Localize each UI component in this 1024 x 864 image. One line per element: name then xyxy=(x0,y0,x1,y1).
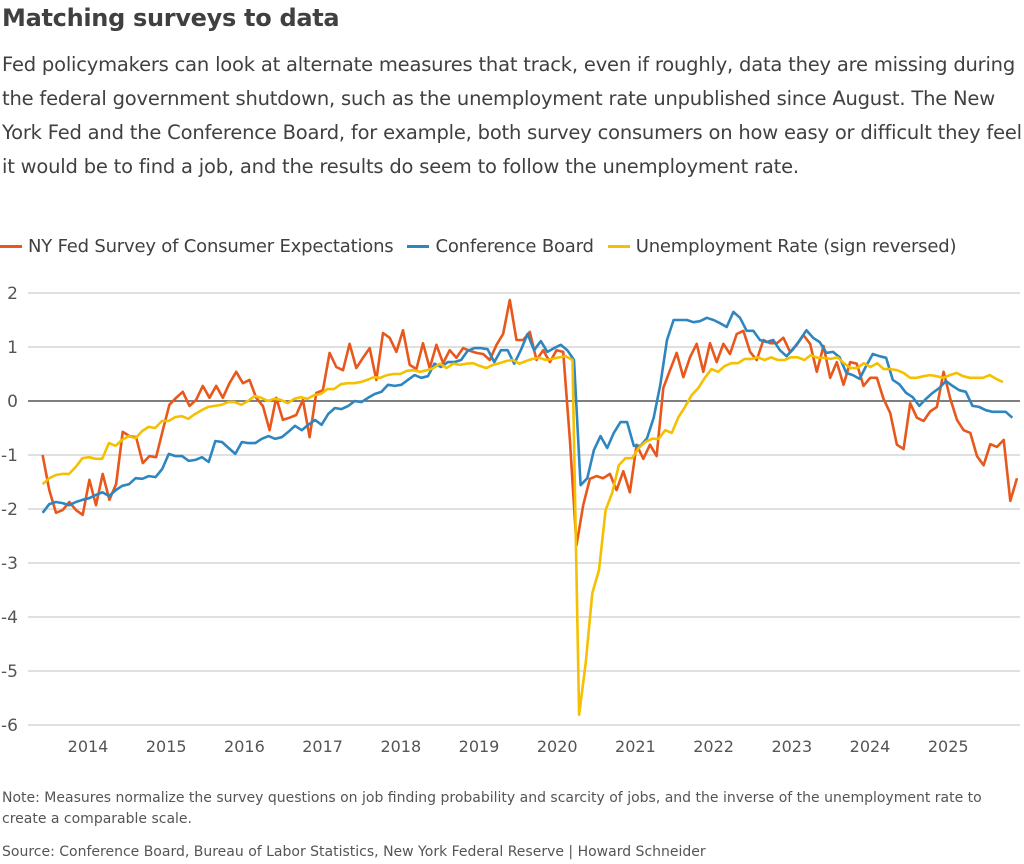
series-line-ny-fed xyxy=(41,298,1019,547)
x-tick-label: 2022 xyxy=(693,737,734,756)
chart-note: Note: Measures normalize the survey ques… xyxy=(2,790,982,827)
y-tick-label: 0 xyxy=(7,392,18,412)
y-axis-labels: 2 1 0 -1 -2 -3 -4 -5 -6 xyxy=(1,284,18,736)
legend-label-conference-board: Conference Board xyxy=(435,236,594,257)
legend-item-conference-board: Conference Board xyxy=(407,236,594,257)
x-axis-labels: 2014 2015 2016 2017 2018 2019 2020 2021 2022 2023… xyxy=(68,737,969,756)
y-tick-label: -4 xyxy=(1,608,18,628)
y-tick-label: 2 xyxy=(7,284,18,304)
legend-label-ny-fed: NY Fed Survey of Consumer Expectations xyxy=(28,236,394,257)
series-line-conference-board xyxy=(41,310,1014,514)
y-tick-label: 1 xyxy=(7,338,18,358)
x-tick-label: 2023 xyxy=(771,737,812,756)
legend-swatch-conference-board xyxy=(407,245,430,248)
legend-label-unemployment: Unemployment Rate (sign reversed) xyxy=(635,236,957,257)
x-tick-label: 2016 xyxy=(224,737,265,756)
x-tick-label: 2018 xyxy=(380,737,421,756)
x-tick-label: 2024 xyxy=(850,737,891,756)
series-line-unemployment-rate xyxy=(41,353,1004,717)
x-tick-label: 2020 xyxy=(537,737,578,756)
gridlines xyxy=(28,292,1020,726)
chart-title: Matching surveys to data xyxy=(2,4,340,32)
legend: NY Fed Survey of Consumer Expectations C… xyxy=(0,236,956,257)
x-tick-label: 2014 xyxy=(68,737,109,756)
x-tick-label: 2019 xyxy=(459,737,500,756)
legend-item-unemployment: Unemployment Rate (sign reversed) xyxy=(607,236,957,257)
legend-swatch-unemployment xyxy=(607,245,630,248)
legend-swatch-ny-fed xyxy=(0,245,22,248)
x-tick-label: 2017 xyxy=(302,737,343,756)
x-tick-label: 2025 xyxy=(928,737,969,756)
y-tick-label: -3 xyxy=(1,554,18,574)
y-tick-label: -1 xyxy=(1,446,18,466)
y-tick-label: -6 xyxy=(1,716,18,736)
x-tick-label: 2015 xyxy=(146,737,187,756)
x-tick-label: 2021 xyxy=(615,737,656,756)
chart-source: Source: Conference Board, Bureau of Labo… xyxy=(2,844,706,860)
y-tick-label: -2 xyxy=(1,500,18,520)
chart-subtitle: Fed policymakers can look at alternate m… xyxy=(2,53,1022,178)
legend-item-ny-fed: NY Fed Survey of Consumer Expectations xyxy=(0,236,394,257)
series-lines xyxy=(41,298,1019,717)
y-tick-label: -5 xyxy=(1,662,18,682)
